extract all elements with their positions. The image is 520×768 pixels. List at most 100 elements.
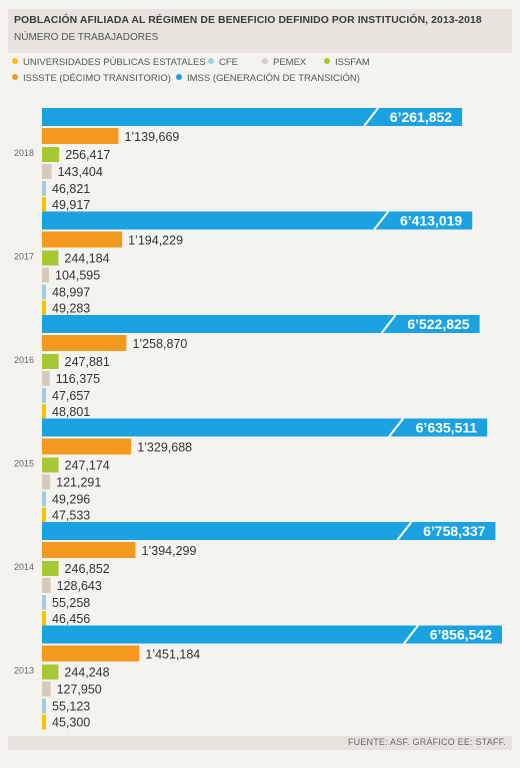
data-label-universidades-p-blicas-estatales-2017: 49,283 (52, 302, 90, 316)
bar-imss-generaci-n-de-transici-n-2015 (42, 418, 488, 437)
data-label-issfam-2015: 247,174 (65, 459, 110, 473)
legend-label-pemex: PEMEX (273, 57, 307, 68)
data-label-cfe-2014: 55,258 (52, 596, 90, 610)
data-label-universidades-p-blicas-estatales-2015: 47,533 (52, 509, 90, 523)
bar-universidades-p-blicas-estatales-2014 (42, 611, 46, 626)
y-tick-label-2014: 2014 (14, 562, 34, 572)
chart-title: POBLACIÓN AFILIADA AL RÉGIMEN DE BENEFIC… (14, 15, 482, 26)
legend-swatch-universidades (12, 58, 18, 65)
legend-label-cfe: CFE (219, 57, 238, 68)
bar-cfe-2015 (42, 491, 46, 507)
data-label-imss-generaci-n-de-transici-n-2014: 6’758,337 (423, 523, 485, 539)
bar-issfam-2013 (42, 664, 59, 680)
bar-cfe-2013 (42, 698, 46, 714)
legend-swatch-imss (176, 74, 182, 81)
y-tick-label-2013: 2013 (14, 666, 34, 676)
data-label-universidades-p-blicas-estatales-2014: 46,456 (52, 612, 90, 626)
data-label-issfam-2014: 246,852 (65, 562, 110, 576)
bar-divider-2014 (396, 521, 413, 541)
data-label-issste-d-cimo-transitorio-2018: 1’139,669 (124, 130, 179, 144)
bar-issfam-2017 (42, 250, 59, 266)
data-label-issfam-2018: 256,417 (65, 148, 110, 162)
legend-label-issfam: ISSFAM (335, 57, 370, 68)
bar-issste-d-cimo-transitorio-2016 (42, 335, 127, 351)
bar-imss-generaci-n-de-transici-n-2013 (42, 625, 502, 644)
data-label-universidades-p-blicas-estatales-2016: 48,801 (52, 405, 90, 419)
bar-cfe-2016 (42, 388, 46, 403)
bar-divider-2016 (380, 314, 397, 334)
bar-pemex-2014 (42, 578, 51, 593)
bar-issfam-2015 (42, 457, 59, 473)
data-label-imss-generaci-n-de-transici-n-2015: 6’635,511 (416, 420, 478, 436)
data-label-cfe-2016: 47,657 (52, 389, 90, 403)
bar-divider-2015 (388, 417, 404, 438)
bar-cfe-2017 (42, 284, 46, 300)
legend-label-issste: ISSSTE (DÉCIMO TRANSITORIO) (23, 73, 171, 84)
bar-imss-generaci-n-de-transici-n-2016 (42, 315, 480, 333)
bar-issfam-2018 (42, 147, 60, 162)
y-tick-label-2018: 2018 (14, 148, 34, 158)
data-label-cfe-2018: 46,821 (52, 182, 90, 196)
data-label-issste-d-cimo-transitorio-2015: 1’329,688 (137, 441, 192, 455)
bar-universidades-p-blicas-estatales-2018 (42, 197, 46, 212)
data-label-cfe-2013: 55,123 (52, 700, 90, 714)
bar-issfam-2016 (42, 354, 59, 369)
y-tick-label-2016: 2016 (14, 355, 34, 365)
chart-header: POBLACIÓN AFILIADA AL RÉGIMEN DE BENEFIC… (8, 9, 512, 53)
bar-divider-2013 (403, 624, 419, 645)
bar-issfam-2014 (42, 561, 59, 576)
data-label-imss-generaci-n-de-transici-n-2016: 6’522,825 (407, 316, 469, 332)
legend-label-universidades: UNIVERSIDADES PÚBLICAS ESTATALES (23, 57, 206, 68)
data-label-issste-d-cimo-transitorio-2017: 1’194,229 (128, 234, 183, 248)
bar-pemex-2017 (42, 267, 50, 283)
data-label-pemex-2013: 127,950 (57, 683, 102, 697)
data-label-cfe-2017: 48,997 (52, 286, 90, 300)
bar-issste-d-cimo-transitorio-2017 (42, 231, 123, 248)
bar-universidades-p-blicas-estatales-2016 (42, 404, 46, 419)
bar-issste-d-cimo-transitorio-2018 (42, 128, 119, 144)
bar-imss-generaci-n-de-transici-n-2014 (42, 522, 496, 540)
data-label-pemex-2014: 128,643 (57, 579, 102, 593)
data-label-issfam-2016: 247,881 (65, 355, 110, 369)
data-label-cfe-2015: 49,296 (52, 493, 90, 507)
legend-item-imss: IMSS (GENERACIÓN DE TRANSICIÓN) (176, 73, 360, 84)
bar-pemex-2018 (42, 164, 52, 179)
bar-universidades-p-blicas-estatales-2015 (42, 507, 46, 523)
chart-subtitle: NÚMERO DE TRABAJADORES (14, 32, 159, 43)
data-label-imss-generaci-n-de-transici-n-2013: 6’856,542 (430, 627, 492, 643)
data-label-issste-d-cimo-transitorio-2014: 1’394,299 (142, 544, 197, 558)
y-tick-label-2017: 2017 (14, 252, 34, 262)
legend-swatch-issste (12, 74, 18, 81)
chart-footer: FUENTE: ASF. GRÁFICO EE: STAFF. (8, 736, 512, 750)
data-label-issfam-2017: 244,184 (64, 252, 109, 266)
bar-pemex-2013 (42, 681, 51, 697)
bar-pemex-2016 (42, 371, 50, 386)
legend-item-pemex: PEMEX (262, 57, 306, 68)
data-label-universidades-p-blicas-estatales-2013: 45,300 (52, 716, 90, 730)
legend-item-issfam: ISSFAM (324, 57, 370, 68)
legend-item-cfe: CFE (208, 57, 238, 68)
legend-item-universidades: UNIVERSIDADES PÚBLICAS ESTATALES (12, 57, 206, 68)
bar-universidades-p-blicas-estatales-2013 (42, 714, 46, 730)
bar-divider-2018 (363, 107, 379, 127)
data-label-pemex-2015: 121,291 (56, 476, 101, 490)
bar-imss-generaci-n-de-transici-n-2017 (42, 211, 473, 230)
y-tick-label-2015: 2015 (14, 459, 34, 469)
bar-universidades-p-blicas-estatales-2017 (42, 300, 46, 316)
data-label-pemex-2018: 143,404 (58, 165, 103, 179)
bar-pemex-2015 (42, 474, 51, 490)
legend-swatch-issfam (324, 58, 330, 65)
bar-issste-d-cimo-transitorio-2013 (42, 645, 140, 662)
data-label-imss-generaci-n-de-transici-n-2017: 6’413,019 (400, 213, 462, 229)
bar-issste-d-cimo-transitorio-2014 (42, 542, 136, 558)
data-label-imss-generaci-n-de-transici-n-2018: 6’261,852 (390, 109, 452, 125)
bar-cfe-2014 (42, 595, 46, 610)
legend-item-issste: ISSSTE (DÉCIMO TRANSITORIO) (12, 73, 171, 84)
data-label-pemex-2017: 104,595 (55, 269, 100, 283)
bar-issste-d-cimo-transitorio-2015 (42, 438, 132, 455)
legend-swatch-pemex (262, 58, 268, 65)
bar-cfe-2018 (42, 181, 46, 196)
bar-divider-2017 (373, 210, 390, 231)
data-label-universidades-p-blicas-estatales-2018: 49,917 (52, 198, 90, 212)
